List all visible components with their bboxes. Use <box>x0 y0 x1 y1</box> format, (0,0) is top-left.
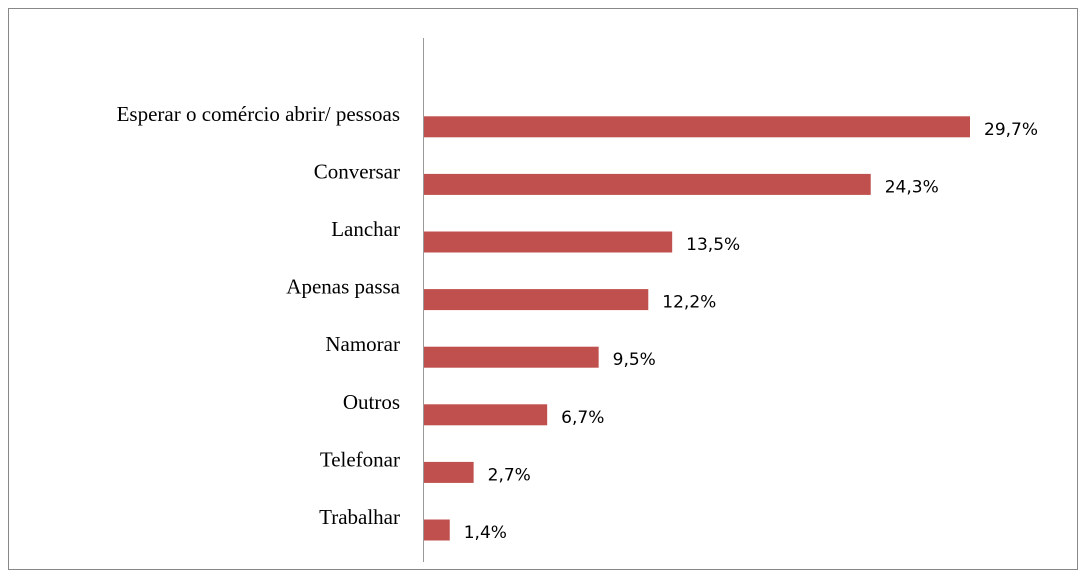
bar <box>424 116 970 138</box>
value-label: 6,7% <box>561 408 604 428</box>
bar <box>424 461 474 483</box>
bar <box>424 346 599 368</box>
value-label: 2,7% <box>488 465 531 485</box>
value-label: 29,7% <box>984 120 1038 140</box>
value-label: 1,4% <box>464 523 507 543</box>
value-label: 24,3% <box>885 177 939 197</box>
bar <box>424 404 548 426</box>
category-label: Outros <box>343 390 400 414</box>
category-label: Lanchar <box>331 217 400 241</box>
bar <box>424 289 649 311</box>
value-label: 9,5% <box>613 350 656 370</box>
category-label: Esperar o comércio abrir/ pessoas <box>117 102 400 126</box>
chart-frame <box>8 8 1078 570</box>
value-label: 12,2% <box>662 293 716 313</box>
category-label: Apenas passa <box>286 275 400 299</box>
category-label: Trabalhar <box>319 505 400 529</box>
bar <box>424 173 871 195</box>
value-label: 13,5% <box>686 235 740 255</box>
category-label: Conversar <box>314 159 400 183</box>
category-label: Namorar <box>325 332 400 356</box>
category-label: Telefonar <box>320 447 400 471</box>
bar <box>424 231 673 253</box>
bar <box>424 519 450 541</box>
